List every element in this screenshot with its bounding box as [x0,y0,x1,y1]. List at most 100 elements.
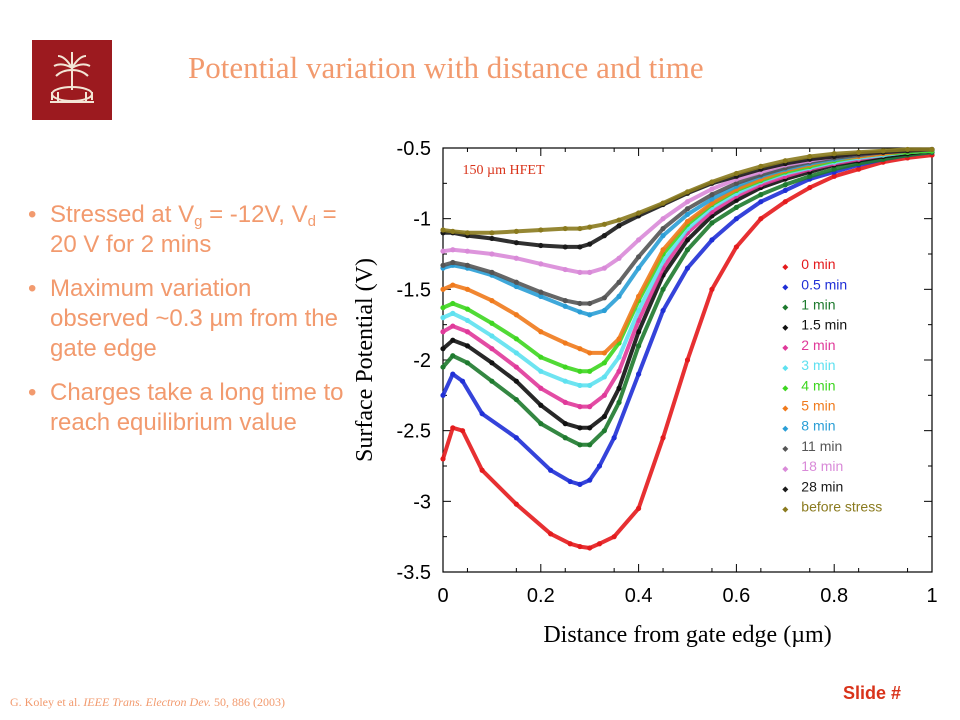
data-point [562,244,568,250]
data-point [709,192,715,198]
data-point [758,192,764,198]
legend-marker [782,385,789,392]
data-point [601,392,607,398]
data-point [440,262,446,268]
bullet-list: Stressed at Vg = -12V, Vd = 20 V for 2 m… [28,200,348,452]
data-point [587,425,593,431]
x-tick-label: 0.6 [722,585,750,607]
data-point [684,206,691,212]
data-point [684,265,691,271]
legend-marker [782,344,789,351]
slide-number: Slide # [843,683,902,703]
y-tick-label: -0.5 [397,140,431,160]
data-point [601,413,607,420]
surface-potential-chart: 0 0.2 0.4 0.6 0.8 1 -0.5 -1 -1.5 -2 -2.5 -3 -3.5 Dist… [340,140,960,660]
legend-marker [782,365,789,372]
y-tick-label: -3 [413,491,431,513]
bullet-equilibrium: Charges take a long time to reach equili… [28,378,348,438]
data-point [577,225,583,232]
data-point [513,255,519,261]
data-point [562,340,568,346]
data-point [464,329,471,335]
data-point [684,218,691,225]
data-point [929,146,935,153]
data-point [538,402,544,408]
data-point [660,435,666,441]
data-point [831,151,837,157]
data-point [587,269,593,275]
data-point [450,337,456,343]
data-point [489,230,495,236]
data-point [464,343,471,349]
data-point [684,189,691,195]
data-point [611,534,617,540]
data-point [440,456,446,462]
data-point [440,286,446,292]
legend-marker [782,425,789,432]
data-point [616,217,622,223]
data-point [616,368,622,374]
data-point [464,262,471,268]
data-point [464,306,471,312]
data-point [479,467,485,473]
data-point [601,307,607,314]
data-point [758,163,764,169]
data-point [513,312,519,318]
data-point [684,357,691,363]
data-point [577,425,583,431]
data-point [479,411,485,417]
data-point [440,315,446,321]
data-point [459,378,466,384]
data-point [450,323,456,329]
data-point [782,199,788,205]
data-point [684,211,691,218]
data-point [538,421,544,427]
data-point [709,220,715,226]
data-point [567,478,573,485]
data-point [513,283,519,290]
y-tick-label: -3.5 [397,562,431,584]
data-point [513,240,519,246]
palmetto-seal-icon [32,40,112,120]
data-point [450,247,456,253]
data-point [562,421,568,427]
data-point [904,146,911,153]
data-point [596,541,603,547]
y-tick-label: -2 [413,350,431,372]
data-point [440,248,446,254]
data-point [577,368,583,374]
data-point [577,382,583,389]
data-point [616,255,622,261]
data-point [856,166,862,172]
data-point [709,186,715,192]
x-tick-label: 0.4 [625,585,653,607]
data-point [513,336,519,342]
data-point [538,293,544,299]
data-point [616,399,622,405]
data-point [587,312,593,318]
legend-label: 4 min [801,377,835,393]
data-point [450,425,456,431]
legend-marker [782,466,789,473]
data-point [616,336,622,342]
data-point [577,309,583,315]
data-point [616,385,622,391]
data-point [601,221,607,227]
data-point [636,265,642,271]
data-point [577,244,583,250]
data-point [636,254,642,260]
legend-marker [782,284,789,291]
data-point [782,187,788,193]
data-point [440,346,446,352]
data-point [601,360,607,366]
data-point [577,346,583,352]
data-point [538,329,544,335]
data-point [733,244,739,250]
data-point [596,463,603,469]
data-point [450,259,456,266]
data-point [489,333,495,339]
data-point [538,354,544,360]
data-point [831,166,837,172]
legend-marker [782,264,789,271]
legend-label: 18 min [801,458,843,474]
